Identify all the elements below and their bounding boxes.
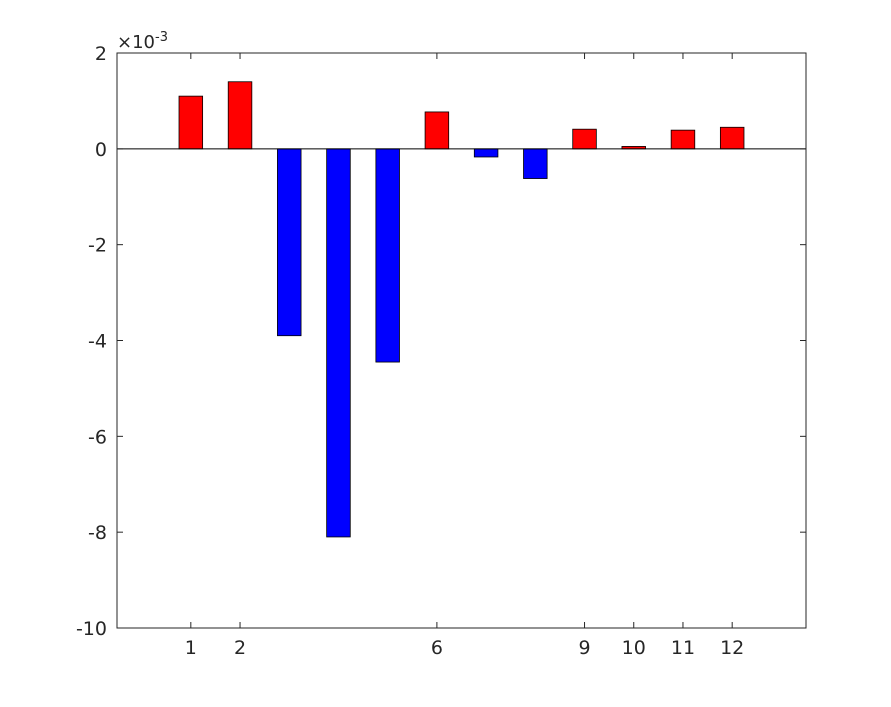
bars-layer bbox=[178, 81, 745, 538]
y-exponent-base: ×10 bbox=[117, 32, 155, 53]
bar-7 bbox=[473, 148, 499, 158]
x-tick-label-1: 1 bbox=[185, 637, 197, 659]
bar-1 bbox=[178, 95, 204, 150]
x-tick-label-6: 6 bbox=[431, 637, 443, 659]
bar-11 bbox=[670, 129, 696, 150]
y-exponent-power: -3 bbox=[155, 30, 168, 45]
y-axis-exponent: ×10-3 bbox=[117, 30, 168, 53]
y-tick-label-2: -2 bbox=[88, 235, 107, 257]
y-tick-label-6: -10 bbox=[76, 618, 107, 640]
y-tick-label-5: -8 bbox=[88, 522, 107, 544]
bar-3 bbox=[277, 148, 302, 337]
plot-area bbox=[117, 53, 806, 628]
x-tick-label-2: 2 bbox=[234, 637, 246, 659]
bar-9 bbox=[572, 128, 597, 150]
x-tick-label-9: 9 bbox=[578, 637, 590, 659]
x-tick-label-10: 10 bbox=[622, 637, 646, 659]
bar-8 bbox=[523, 148, 548, 179]
y-tick-label-4: -6 bbox=[88, 426, 107, 448]
x-tick-label-11: 11 bbox=[671, 637, 695, 659]
y-tick-label-0: 2 bbox=[95, 43, 107, 65]
bar-2 bbox=[227, 81, 253, 150]
plot-frame bbox=[116, 52, 807, 629]
x-axis-ticks: 1 2 6 9 10 11 12 bbox=[185, 53, 744, 659]
bar-4 bbox=[326, 148, 351, 538]
y-tick-label-3: -4 bbox=[88, 331, 107, 353]
bar-12 bbox=[719, 126, 745, 150]
y-axis-ticks: 2 0 -2 -4 -6 -8 -10 bbox=[76, 43, 806, 640]
bar-6 bbox=[424, 111, 450, 150]
y-tick-label-1: 0 bbox=[95, 139, 107, 161]
bar-5 bbox=[375, 148, 400, 363]
x-tick-label-12: 12 bbox=[720, 637, 744, 659]
